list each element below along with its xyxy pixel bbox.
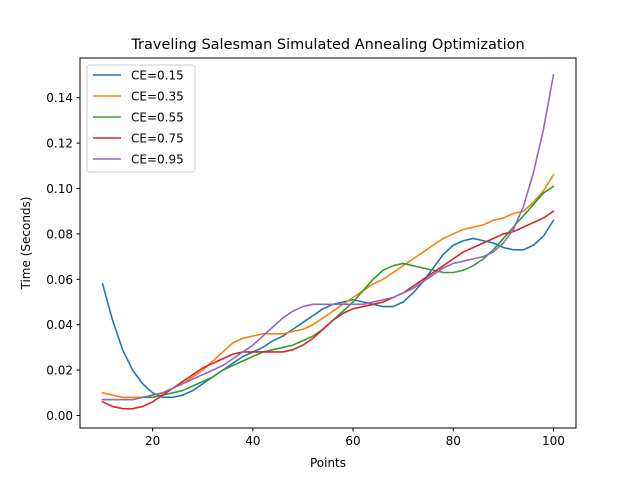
legend-label: CE=0.95: [131, 153, 184, 167]
x-axis: 20 40 60 80 100: [145, 428, 565, 448]
y-tick-label: 0.08: [46, 227, 73, 241]
y-tick-label: 0.10: [46, 182, 73, 196]
y-tick-label: 0.12: [46, 137, 73, 151]
legend-box: [86, 64, 196, 173]
y-axis: 0.00 0.02 0.04 0.06 0.08 0.10 0.12 0.14: [46, 91, 80, 423]
legend-items: CE=0.15 CE=0.35 CE=0.55 CE=0.75 CE=0.95: [93, 69, 184, 167]
y-tick-label: 0.04: [46, 318, 73, 332]
y-axis-label: Time (Seconds): [19, 197, 33, 291]
x-tick-label: 80: [446, 434, 461, 448]
legend-label: CE=0.55: [131, 111, 184, 125]
x-tick-label: 60: [345, 434, 360, 448]
chart-title: Traveling Salesman Simulated Annealing O…: [130, 37, 524, 53]
legend-label: CE=0.75: [131, 132, 184, 146]
y-tick-label: 0.06: [46, 273, 73, 287]
legend-label: CE=0.15: [131, 69, 184, 83]
y-tick-label: 0.02: [46, 364, 73, 378]
x-tick-label: 40: [245, 434, 260, 448]
legend-label: CE=0.35: [131, 90, 184, 104]
plot-frame: [79, 57, 577, 429]
series-layer: [101, 74, 555, 410]
x-tick-label: 20: [145, 434, 160, 448]
series-line-5: [101, 74, 555, 401]
x-axis-label: Points: [310, 456, 346, 470]
series-line-1: [101, 219, 555, 399]
legend: CE=0.15 CE=0.35 CE=0.55 CE=0.75 CE=0.95: [86, 64, 196, 173]
y-tick-label: 0.00: [46, 409, 73, 423]
series-line-4: [101, 210, 555, 410]
y-tick-label: 0.14: [46, 91, 73, 105]
x-tick-label: 100: [542, 434, 565, 448]
